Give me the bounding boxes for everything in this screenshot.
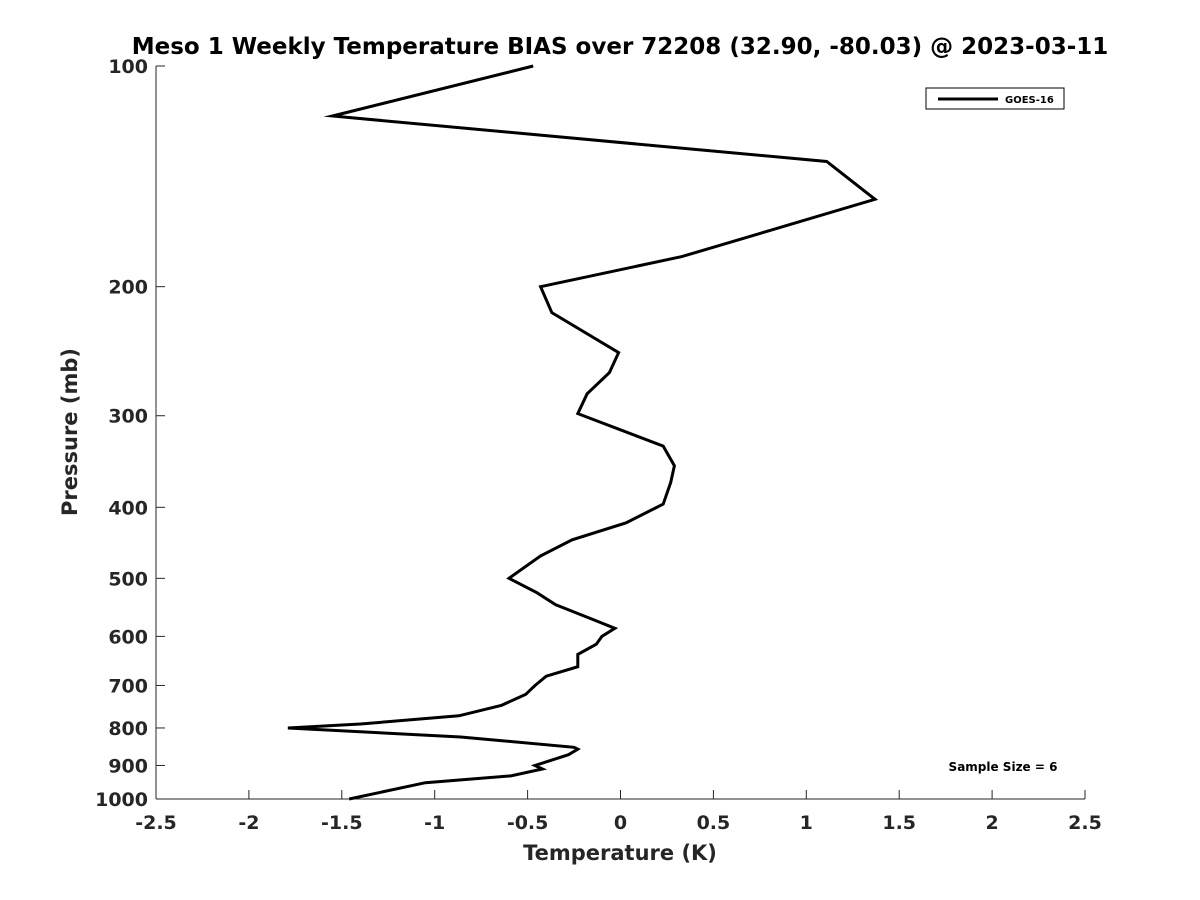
- x-tick-label: 0: [614, 812, 627, 834]
- x-tick-label: 1.5: [882, 812, 916, 834]
- x-tick-label: 1: [800, 812, 813, 834]
- x-tick-label: 0.5: [697, 812, 731, 834]
- x-tick-label: -2: [238, 812, 259, 834]
- axes: -2.5 -2 -1.5 -1 -0.5 0 0.5 1 1.5 2 2.5 100 200 300 400…: [95, 56, 1102, 834]
- x-axis-label: Temperature (K): [523, 841, 717, 865]
- y-tick-label: 1000: [95, 789, 148, 811]
- x-tick-label: -2.5: [135, 812, 177, 834]
- y-tick-label: 700: [108, 675, 148, 697]
- series-line-goes-16: [287, 64, 879, 801]
- legend: GOES-16: [925, 87, 1065, 110]
- y-tick-label: 500: [108, 568, 148, 590]
- y-tick-label: 300: [108, 406, 148, 428]
- x-tick-label: 2.5: [1068, 812, 1102, 834]
- y-tick-label: 400: [108, 497, 148, 519]
- x-tick-label: -0.5: [507, 812, 549, 834]
- y-axis-label: Pressure (mb): [58, 348, 82, 516]
- x-tick-label: -1: [424, 812, 445, 834]
- y-tick-label: 200: [108, 277, 148, 299]
- x-tick-label: -1.5: [321, 812, 363, 834]
- y-tick-label: 100: [108, 56, 148, 78]
- x-tick-label: 2: [985, 812, 998, 834]
- legend-label-goes-16: GOES-16: [1005, 95, 1054, 106]
- y-tick-label: 600: [108, 626, 148, 648]
- y-tick-label: 800: [108, 718, 148, 740]
- y-tick-label: 900: [108, 755, 148, 777]
- chart-title: Meso 1 Weekly Temperature BIAS over 7220…: [132, 34, 1109, 60]
- series-group: [287, 64, 879, 801]
- sample-size-annotation: Sample Size = 6: [949, 760, 1058, 774]
